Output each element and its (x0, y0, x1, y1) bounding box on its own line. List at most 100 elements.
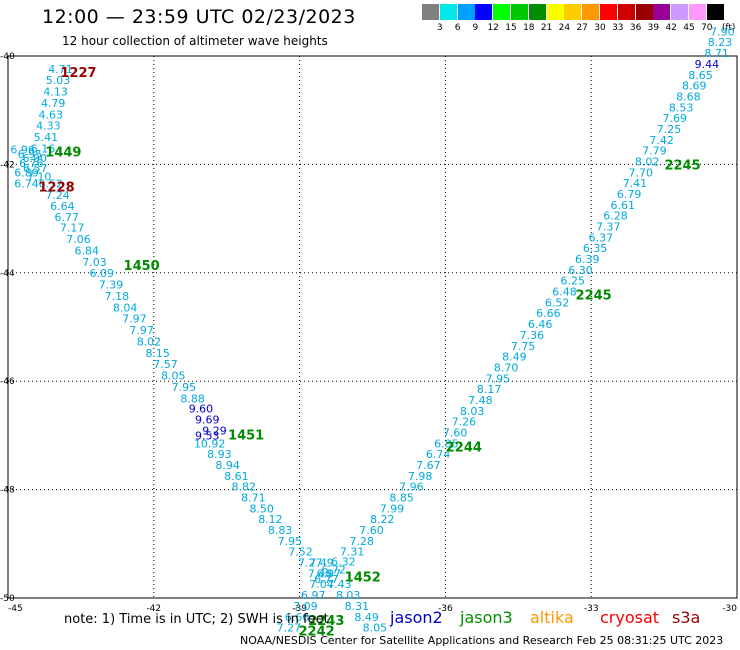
y-tick-label: -50 (0, 594, 15, 604)
wave-height-point: 6.76 (19, 157, 44, 170)
wave-height-point: 6.60 (285, 611, 310, 624)
wave-height-point: 4.63 (39, 108, 64, 121)
legend-swatch (457, 4, 475, 20)
wave-height-point: 6.96 (10, 144, 35, 157)
wave-height-point: 7.25 (657, 123, 682, 136)
legend-label: 3 (436, 23, 443, 33)
legend-label: 33 (612, 23, 624, 33)
plot-frame (7, 55, 738, 599)
wave-height-point: 6.48 (552, 286, 577, 299)
wave-height-point: 5.41 (34, 131, 59, 144)
wave-height-point: 8.68 (676, 90, 701, 103)
wave-height-point: 7.18 (105, 290, 130, 303)
wave-height-point: 7.26 (452, 416, 477, 429)
chart-title: 12:00 — 23:59 UTC 02/23/2023 (42, 6, 356, 28)
wave-height-point: 6.32 (331, 555, 356, 568)
wave-height-point: 8.71 (241, 492, 266, 505)
time-label: 1452 (345, 570, 381, 585)
wave-height-point: 4.79 (41, 97, 66, 110)
wave-height-point: 6.85 (434, 437, 459, 450)
wave-height-point: 8.05 (363, 622, 388, 635)
wave-height-point: 7.27 (277, 622, 302, 635)
wave-height-point: 6.35 (583, 242, 608, 255)
legend-swatch (706, 4, 724, 20)
wave-height-point: 7.52 (288, 546, 313, 559)
wave-height-point: 6.37 (589, 231, 614, 244)
legend-swatch (493, 4, 511, 20)
wave-height-point: 8.17 (477, 383, 502, 396)
wave-height-point: 7.27 (298, 557, 323, 570)
wave-height-point: 5.03 (46, 74, 71, 87)
legend-swatch (600, 4, 617, 20)
wave-height-point: 7.95 (278, 535, 303, 548)
time-label: 1449 (45, 145, 81, 160)
legend-swatch (439, 4, 457, 20)
legend-swatch (564, 4, 582, 20)
wave-height-point: 6.72 (321, 564, 346, 577)
wave-height-point: 7.75 (511, 340, 536, 353)
wave-height-point: 6.90 (22, 152, 47, 165)
wave-height-point: 8.04 (113, 301, 138, 314)
satellite-label-altika: altika (530, 608, 574, 627)
wave-height-point: 6.84 (74, 244, 99, 257)
wave-height-point: 7.41 (623, 177, 648, 190)
wave-height-point: 6.52 (39, 178, 64, 191)
wave-height-point: 7.60 (359, 524, 384, 537)
wave-height-point: 7.97 (129, 324, 154, 337)
y-tick-label: -40 (0, 52, 15, 62)
wave-height-point: 7.97 (122, 313, 147, 326)
x-tick-label: -42 (146, 604, 161, 614)
wave-height-point: 8.85 (389, 492, 414, 505)
wave-height-point: 7.67 (416, 459, 441, 472)
x-tick-label: -45 (8, 604, 23, 614)
wave-height-point: 7.17 (60, 222, 85, 235)
x-tick-label: -39 (292, 604, 307, 614)
wave-height-point: 8.02 (635, 155, 660, 168)
wave-height-point: 7.95 (172, 381, 197, 394)
satellite-label-cryosat: cryosat (600, 608, 660, 627)
x-tick-label: -36 (438, 604, 453, 614)
wave-height-point: 8.82 (231, 481, 256, 494)
wave-height-point: 6.89 (14, 166, 39, 179)
wave-height-point: 6.28 (603, 210, 628, 223)
legend-label: 6 (454, 23, 461, 33)
legend-swatch (546, 4, 564, 20)
wave-height-point: 6.61 (611, 199, 636, 212)
wave-height-point: 6.39 (575, 253, 600, 266)
wave-height-point: 6.30 (568, 264, 593, 277)
wave-height-point: 9.29 (202, 424, 227, 437)
wave-height-point: 8.49 (502, 351, 527, 364)
legend-label: 21 (540, 23, 553, 33)
legend-label: 39 (647, 23, 660, 33)
wave-height-point: 7.10 (27, 171, 52, 184)
legend-swatch (582, 4, 600, 20)
wave-height-point: 7.42 (649, 134, 674, 147)
wave-height-point: 9.69 (195, 413, 220, 426)
wave-height-point: 7.36 (520, 329, 545, 342)
wave-height-point: 7.24 (45, 189, 70, 202)
y-tick-label: -42 (0, 160, 15, 170)
wave-height-point: 6.57 (23, 162, 48, 175)
wave-height-point: 6.77 (55, 211, 80, 224)
wave-height-point: 6.25 (560, 275, 585, 288)
wave-height-point: 6.97 (317, 567, 342, 580)
wave-height-point: 7.09 (293, 600, 318, 613)
legend-swatch (671, 4, 689, 20)
wave-height-point: 6.09 (90, 267, 115, 280)
time-label: 2243 (308, 614, 344, 629)
wave-height-point: 6.79 (617, 188, 642, 201)
credit-line: NOAA/NESDIS Center for Satellite Applica… (240, 634, 724, 647)
legend-label: 18 (523, 23, 535, 33)
wave-height-point: 6.66 (536, 307, 561, 320)
wave-height-point: 7.99 (380, 502, 405, 515)
wave-height-point: 9.53 (195, 430, 220, 443)
legend-label: 30 (594, 23, 606, 33)
wave-height-point: 7.69 (663, 112, 688, 125)
wave-height-point: 8.65 (688, 69, 713, 82)
wave-height-point: 6.46 (528, 318, 553, 331)
wave-height-point: 8.93 (207, 448, 232, 461)
legend-label: 27 (576, 23, 588, 33)
wave-height-point: 8.02 (137, 335, 162, 348)
legend-label: 9 (472, 23, 479, 33)
